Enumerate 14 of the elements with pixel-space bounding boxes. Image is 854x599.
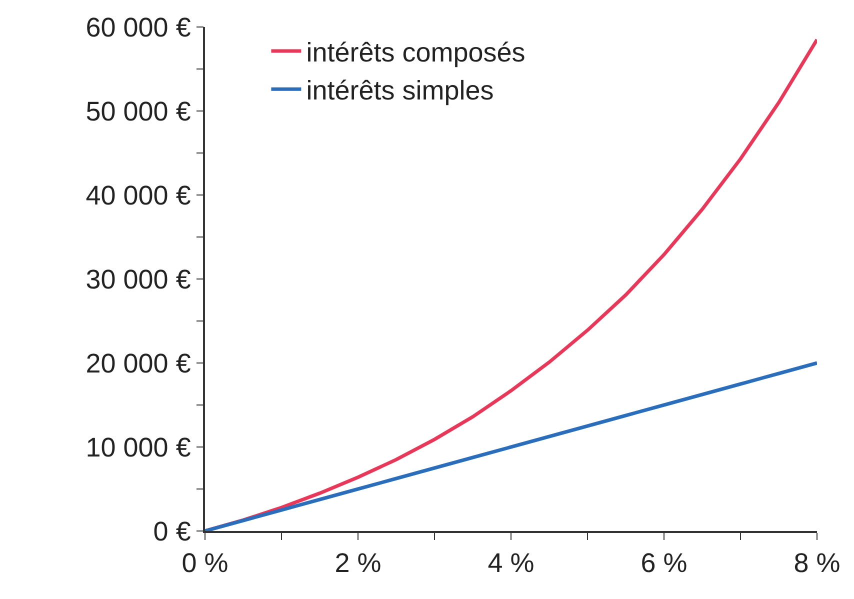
legend-label: intérêts composés <box>306 38 526 68</box>
x-tick-label: 8 % <box>794 548 840 578</box>
x-tick-label: 0 % <box>182 548 228 578</box>
x-tick-label: 2 % <box>334 548 382 578</box>
y-tick-label: 50 000 € <box>86 96 191 126</box>
legend-label: intérêts simples <box>306 76 494 106</box>
x-tick-label: 4 % <box>488 548 534 578</box>
y-tick-label: 0 € <box>153 516 191 546</box>
y-tick-label: 60 000 € <box>86 12 191 42</box>
y-tick-label: 40 000 € <box>86 180 191 210</box>
y-tick-label: 30 000 € <box>86 264 191 294</box>
y-tick-label: 10 000 € <box>86 432 191 462</box>
x-tick-label: 6 % <box>640 548 688 578</box>
y-tick-label: 20 000 € <box>86 348 191 378</box>
